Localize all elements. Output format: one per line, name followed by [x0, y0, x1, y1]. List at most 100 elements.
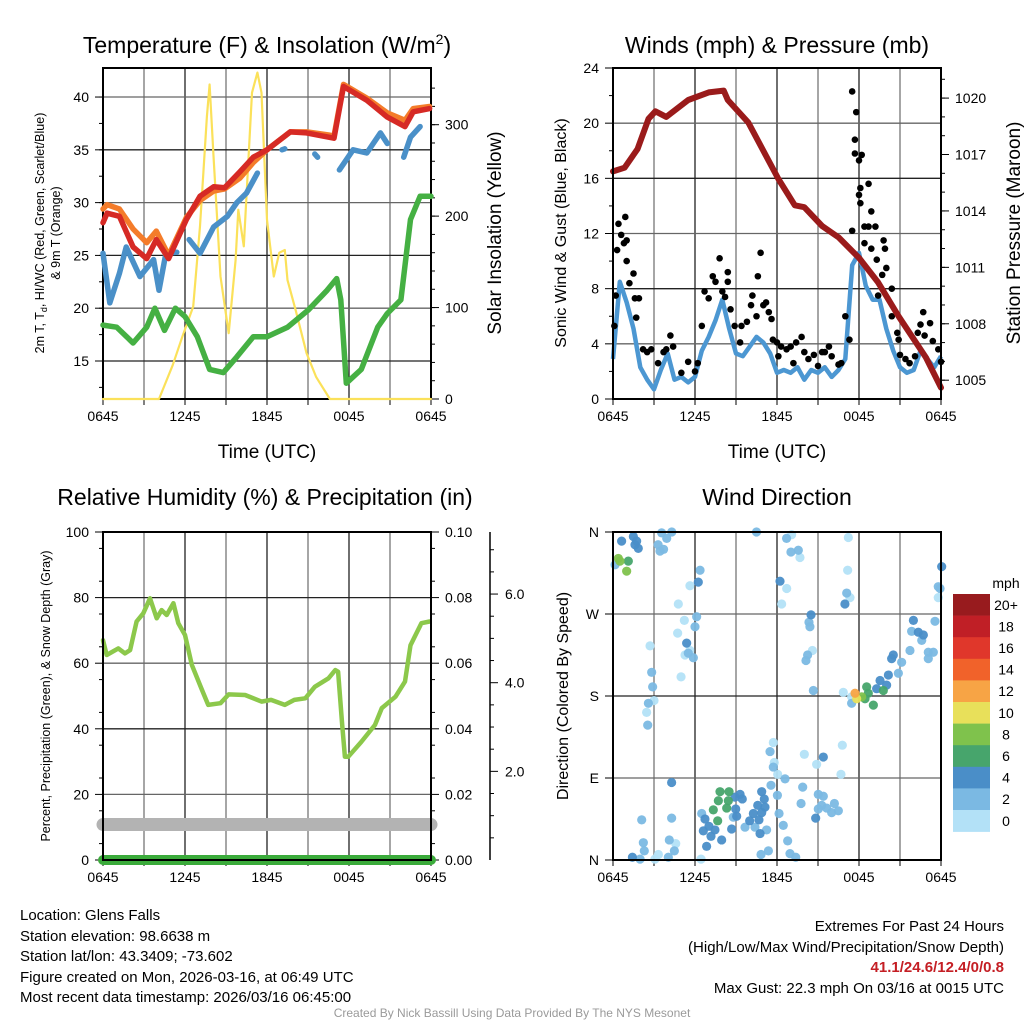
direction-point	[753, 800, 763, 810]
right-y-tick-label: 0.08	[445, 590, 472, 606]
gust-point	[749, 292, 756, 299]
gust-point	[919, 308, 927, 316]
snow-tick-label: 2.0	[505, 763, 525, 779]
gust-point	[773, 339, 781, 346]
gust-point	[635, 295, 643, 302]
direction-point	[838, 687, 848, 697]
direction-point	[622, 566, 632, 576]
legend-label: 14	[998, 662, 1014, 678]
speed-color-legend: mph 20+ 18 16 14 12 10 8 6 4 2 0	[953, 575, 1020, 832]
gust-point	[669, 343, 677, 350]
legend-label: 20+	[994, 597, 1018, 613]
legend-label: 18	[998, 618, 1014, 634]
direction-point	[643, 720, 653, 730]
direction-point	[638, 838, 648, 848]
direction-point	[682, 638, 692, 648]
direction-point	[777, 599, 787, 609]
direction-point	[774, 808, 784, 819]
direction-point	[793, 545, 803, 555]
gust-point	[731, 322, 738, 330]
direction-point	[750, 822, 760, 832]
y-tick-label: 0	[591, 391, 599, 407]
y-tick-label: 16	[583, 170, 599, 186]
gust-point	[724, 278, 732, 286]
gust-point	[716, 255, 723, 262]
direction-point	[818, 791, 828, 801]
direction-point	[695, 565, 705, 575]
x-tick-label: 1245	[169, 408, 200, 424]
direction-point	[918, 630, 928, 640]
plot-frame	[612, 67, 942, 400]
direction-point	[801, 655, 811, 666]
direction-point	[923, 654, 933, 664]
right-y-tick-label: 1020	[955, 90, 986, 106]
direction-point	[930, 616, 940, 626]
direction-point	[755, 828, 765, 839]
direction-point	[723, 796, 733, 806]
gust-point	[911, 352, 919, 360]
plot-frame	[612, 531, 942, 861]
direction-point	[642, 707, 652, 718]
y-axis-label: Sonic Wind & Gust (Blue, Black)	[553, 118, 570, 347]
x-tick-label: 1845	[251, 869, 282, 885]
direction-point	[655, 546, 665, 556]
direction-point	[648, 682, 658, 692]
direction-point	[673, 628, 683, 638]
legend-swatch	[953, 766, 990, 789]
gust-point	[914, 329, 922, 337]
gust-point	[743, 318, 751, 326]
gust-point	[775, 352, 782, 360]
direction-point	[783, 836, 793, 846]
direction-point	[679, 615, 689, 625]
gust-point	[858, 151, 866, 159]
direction-point	[805, 622, 815, 632]
gust-point	[888, 312, 896, 320]
x-tick-label: 0045	[843, 869, 874, 885]
location-text: Location: Glens Falls	[20, 907, 161, 924]
humidity-precipitation-chart: Relative Humidity (%) & Precipitation (i…	[39, 484, 525, 885]
gust-point	[888, 285, 896, 292]
direction-point	[623, 556, 633, 566]
legend-label: 10	[998, 705, 1014, 721]
gust-point	[848, 227, 856, 235]
gust-point	[926, 319, 934, 327]
gust-point	[691, 368, 699, 375]
gust-point	[622, 213, 629, 221]
direction-point	[907, 626, 917, 636]
gust-point	[873, 256, 881, 264]
direction-point	[731, 804, 741, 814]
direction-point	[768, 762, 778, 772]
gust-point	[842, 312, 849, 320]
gust-point	[865, 223, 872, 230]
snow-tick-label: 6.0	[505, 586, 525, 602]
chart-title: Relative Humidity (%) & Precipitation (i…	[57, 484, 472, 510]
legend-swatch	[953, 615, 990, 638]
x-tick-label: 0045	[333, 408, 364, 424]
gust-point	[626, 279, 633, 287]
direction-point	[840, 599, 850, 609]
x-tick-label: 0045	[843, 408, 874, 424]
y-tick-label: 24	[583, 60, 599, 76]
x-tick-label: 0645	[925, 408, 956, 424]
gust-point	[684, 358, 692, 366]
y-tick-label: 0	[81, 852, 89, 868]
right-y-tick-label: 200	[445, 208, 469, 224]
direction-point	[833, 806, 843, 816]
direction-point	[775, 576, 785, 586]
gust-point	[848, 88, 856, 95]
chart-title: Temperature (F) & Insolation (W/m2)	[83, 31, 451, 58]
station-info: Location: Glens Falls Station elevation:…	[20, 906, 354, 1009]
gust-point	[896, 351, 904, 359]
x-tick-label: 0645	[597, 869, 628, 885]
gust-point	[810, 351, 818, 359]
direction-point	[782, 583, 792, 594]
direction-point	[702, 841, 712, 851]
right-y-tick-label: 0.02	[445, 786, 472, 802]
latlon-text: Station lat/lon: 43.3409; -73.602	[20, 948, 233, 965]
right-axis-label: Solar Insolation (Yellow)	[485, 131, 506, 334]
temperature-insolation-chart: Temperature (F) & Insolation (W/m2) 2m T…	[33, 31, 506, 463]
series-group	[100, 71, 434, 401]
direction-point	[713, 796, 723, 806]
direction-point	[732, 811, 742, 821]
gust-point	[868, 245, 875, 252]
